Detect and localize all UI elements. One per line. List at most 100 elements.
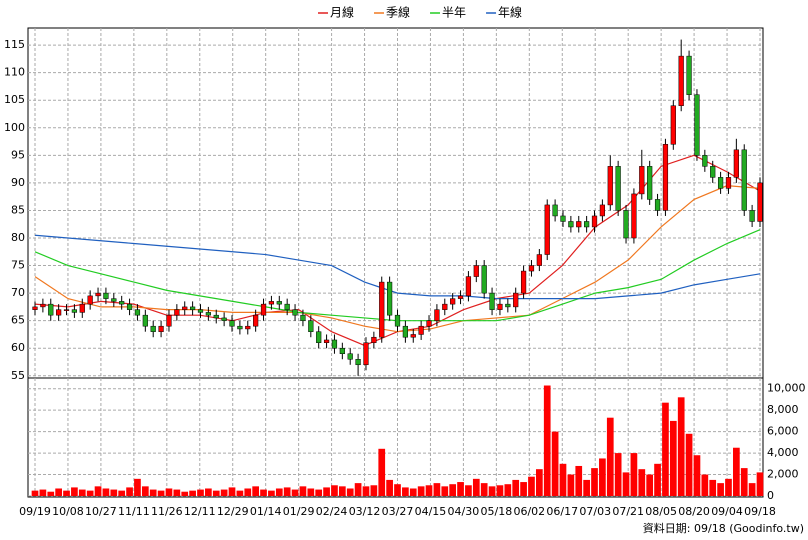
volume-bar: [307, 488, 315, 496]
volume-bar: [669, 420, 677, 496]
volume-bar: [725, 478, 732, 496]
volume-bar: [504, 484, 512, 496]
volume-bar: [701, 474, 709, 496]
candle-body: [442, 303, 448, 310]
volume-tick-label: 10,000: [767, 382, 806, 395]
y-tick-label: 90: [11, 176, 25, 189]
candle-body: [505, 303, 511, 308]
candle-body: [347, 353, 353, 360]
x-tick-label: 02/24: [316, 505, 348, 518]
candle-body: [245, 325, 251, 330]
volume-bar: [228, 487, 236, 496]
volume-bar: [244, 488, 252, 496]
candle-body: [166, 314, 172, 327]
volume-bar: [55, 488, 62, 496]
candle-body: [32, 306, 38, 310]
candle-body: [213, 314, 219, 319]
x-tick-label: 03/12: [349, 505, 381, 518]
volume-bar: [39, 489, 47, 496]
volume-tick-label: 0: [767, 489, 774, 502]
candle-body: [757, 182, 763, 222]
y-tick-label: 100: [4, 121, 25, 134]
candle-body: [623, 210, 629, 239]
volume-bar: [638, 469, 646, 496]
volume-bar: [646, 474, 654, 496]
candle-body: [426, 320, 432, 327]
candle-body: [749, 210, 755, 222]
volume-bar: [425, 485, 433, 496]
candle-body: [221, 317, 227, 321]
volume-bar: [236, 490, 244, 496]
volume-bar: [457, 482, 464, 496]
volume-bar: [496, 485, 504, 496]
volume-bar: [441, 486, 449, 496]
x-tick-label: 09/04: [711, 505, 743, 518]
candle-body: [87, 295, 93, 305]
candle-body: [63, 309, 70, 311]
candle-body: [418, 325, 424, 335]
y-tick-label: 70: [11, 286, 25, 299]
x-tick-label: 06/02: [513, 505, 545, 518]
candle-body: [79, 303, 85, 313]
ma-line: [34, 185, 761, 333]
candle-body: [410, 334, 416, 338]
volume-bar: [480, 483, 488, 496]
y-tick-label: 60: [11, 341, 25, 354]
legend-label: 半年: [442, 6, 466, 20]
volume-bar: [528, 476, 535, 496]
x-tick-label: 07/03: [579, 505, 611, 518]
x-tick-label: 04/15: [415, 505, 447, 518]
candle-body: [725, 177, 732, 189]
x-tick-label: 08/20: [678, 505, 710, 518]
candle-body: [355, 359, 361, 366]
volume-bar: [567, 474, 575, 496]
candle-body: [513, 292, 519, 308]
volume-bar: [535, 469, 543, 496]
volume-bar: [717, 483, 724, 496]
y-tick-label: 75: [11, 259, 25, 272]
x-tick-label: 08/05: [645, 505, 677, 518]
candle-body: [268, 301, 275, 305]
volume-bar: [149, 489, 157, 496]
candle-body: [276, 301, 282, 305]
volume-bar: [693, 455, 701, 496]
volume-bar: [543, 385, 551, 496]
candle-body: [402, 325, 408, 338]
volume-bar: [512, 479, 520, 496]
x-tick-label: 06/17: [546, 505, 578, 518]
candle-body: [339, 347, 345, 354]
y-tick-label: 65: [11, 314, 25, 327]
volume-bar: [189, 490, 196, 496]
volume-bar: [275, 488, 283, 496]
volume-bar: [165, 488, 173, 496]
volume-bar: [733, 447, 740, 496]
candle-body: [584, 221, 590, 228]
volume-bar: [370, 485, 378, 496]
x-tick-label: 12/11: [184, 505, 216, 518]
candle-body: [662, 144, 669, 211]
candle-body: [670, 105, 676, 145]
candle-body: [599, 204, 606, 217]
x-tick-label: 12/29: [217, 505, 249, 518]
x-tick-label: 11/26: [151, 505, 183, 518]
volume-bar: [362, 486, 370, 496]
volume-tick-label: 4,000: [767, 446, 799, 459]
volume-bar: [630, 453, 638, 496]
volume-bar: [252, 486, 260, 496]
candle-body: [331, 339, 338, 349]
volume-bar: [181, 491, 189, 496]
ma-line: [34, 234, 761, 300]
x-tick-label: 01/14: [250, 505, 282, 518]
volume-bar: [685, 433, 693, 496]
x-tick-label: 04/30: [448, 505, 480, 518]
candle-body: [489, 292, 495, 310]
candle-body: [528, 265, 535, 272]
candle-body: [741, 149, 747, 211]
volume-bar: [126, 487, 133, 496]
volume-bar: [472, 478, 480, 496]
volume-tick-label: 2,000: [767, 468, 799, 481]
volume-bar: [677, 397, 685, 496]
volume-bar: [291, 489, 299, 496]
volume-bar: [575, 465, 583, 496]
